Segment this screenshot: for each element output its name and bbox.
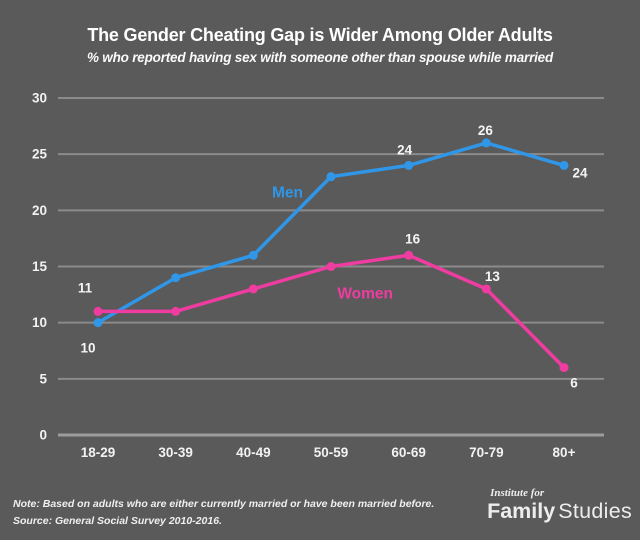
men-point-marker xyxy=(404,160,414,170)
men-point-label: 24 xyxy=(572,165,588,180)
x-tick-label: 40-49 xyxy=(236,445,271,460)
y-tick-label: 0 xyxy=(39,428,47,443)
y-tick-label: 30 xyxy=(32,91,47,106)
men-point-label: 24 xyxy=(397,142,413,157)
x-tick-label: 60-69 xyxy=(391,445,426,460)
y-tick-label: 20 xyxy=(32,203,47,218)
women-point-marker xyxy=(481,284,491,294)
women-point-marker xyxy=(93,306,103,316)
men-point-label: 10 xyxy=(80,341,95,356)
chart-title: The Gender Cheating Gap is Wider Among O… xyxy=(87,25,553,45)
men-point-marker xyxy=(326,172,336,182)
men-point-marker xyxy=(93,318,103,328)
women-point-label: 11 xyxy=(78,280,93,295)
x-tick-label: 70-79 xyxy=(469,445,504,460)
footnote-source-line: Source: General Social Survey 2010-2016. xyxy=(13,515,222,527)
y-tick-label: 10 xyxy=(32,315,47,330)
x-tick-label: 50-59 xyxy=(314,445,349,460)
chart-subtitle: % who reported having sex with someone o… xyxy=(86,50,554,65)
men-point-marker xyxy=(171,273,181,283)
women-point-marker xyxy=(171,306,181,316)
y-tick-label: 15 xyxy=(32,259,48,274)
women-series-label: Women xyxy=(337,285,393,302)
women-point-label: 13 xyxy=(485,269,501,284)
men-point-marker xyxy=(559,160,569,170)
men-series-label: Men xyxy=(272,184,303,201)
logo-family: Family xyxy=(487,499,556,523)
y-tick-label: 5 xyxy=(39,371,47,386)
women-point-label: 16 xyxy=(405,231,421,246)
logo-studies: Studies xyxy=(558,499,632,523)
ifs-logo: Institute for Family Studies xyxy=(487,488,632,523)
women-point-marker xyxy=(559,363,569,373)
men-point-marker xyxy=(481,138,491,148)
women-point-marker xyxy=(404,250,414,260)
y-tick-label: 25 xyxy=(32,147,48,162)
men-point-label: 26 xyxy=(478,123,494,138)
x-tick-label: 80+ xyxy=(553,445,576,460)
logo-institute-for: Institute for xyxy=(490,487,545,499)
logo-family-studies: Family Studies xyxy=(487,499,632,523)
women-point-marker xyxy=(326,262,336,271)
footnote: Note: Based on adults who are either cur… xyxy=(13,496,434,530)
footnote-note-line: Note: Based on adults who are either cur… xyxy=(13,498,435,510)
men-point-marker xyxy=(248,250,258,260)
x-tick-label: 18-29 xyxy=(81,445,116,460)
women-point-label: 6 xyxy=(570,376,578,391)
x-tick-label: 30-39 xyxy=(158,445,193,460)
women-point-marker xyxy=(248,284,258,294)
